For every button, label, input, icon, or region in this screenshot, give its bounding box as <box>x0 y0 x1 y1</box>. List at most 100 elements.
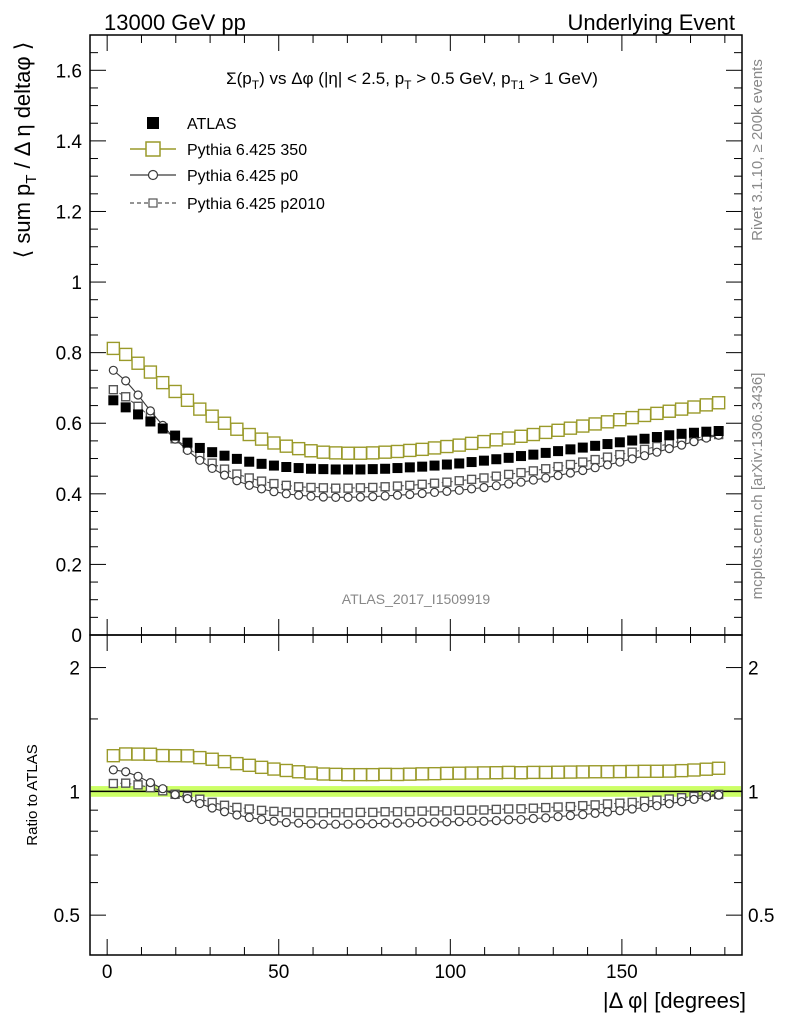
atlas-point <box>145 416 156 427</box>
atlas-point <box>614 437 625 448</box>
atlas-point <box>417 461 428 472</box>
p2010-series-point <box>355 483 366 493</box>
ratio-p2010-series-point <box>355 807 366 818</box>
atlas-point <box>664 430 675 441</box>
p2010-series-point <box>405 480 415 491</box>
ratio-p2010-series-point <box>368 807 378 818</box>
ratio-p0-series-point <box>454 817 464 827</box>
atlas-point <box>392 463 403 474</box>
atlas-point <box>231 453 242 464</box>
ratio-y-tick-label-right: 2 <box>748 659 759 680</box>
ratio-p0-series-point <box>331 819 341 829</box>
ratio-p350-series-point <box>514 766 528 780</box>
atlas-point <box>713 426 724 436</box>
p0-series-point <box>121 376 131 386</box>
ratio-p0-series-point <box>121 767 131 777</box>
p350-series-point <box>563 421 578 435</box>
p0-series-point <box>528 475 538 485</box>
ratio-axis-ticks <box>90 635 742 955</box>
ratio-p350-series-point <box>650 764 664 778</box>
y-tick-label: 0.4 <box>56 485 83 506</box>
atlas-point <box>404 462 415 473</box>
ratio-p350-series-point <box>353 767 368 782</box>
atlas-point <box>120 402 131 413</box>
atlas-point <box>219 450 230 461</box>
p0-series-point <box>417 488 427 499</box>
p2010-series-point <box>516 467 526 478</box>
p2010-series-point <box>565 459 576 470</box>
ratio-p2010-series-point <box>553 802 563 812</box>
p0-series-point <box>355 492 366 502</box>
atlas-point <box>516 451 527 462</box>
ratio-p350-series-point <box>180 749 195 763</box>
atlas-point <box>133 409 144 420</box>
p0-series-line <box>112 369 719 498</box>
ratio-p350-series-point <box>464 766 479 780</box>
ratio-p0-series-point <box>516 814 526 825</box>
p2010-series-point <box>479 473 489 483</box>
ratio-p350-series-point <box>687 763 701 777</box>
p2010-series-point <box>590 454 600 465</box>
p350-series-point <box>526 427 541 442</box>
ratio-p350-series-point <box>576 765 590 779</box>
header-right: Underlying Event <box>567 10 735 35</box>
p350-series-point <box>131 356 145 370</box>
ratio-p350-series-point <box>143 747 158 761</box>
ratio-p0-series-point <box>602 807 613 817</box>
main-y-axis-label: ⟨ sum pT / Δ η deltaφ ⟩ <box>10 42 40 259</box>
p2010-series-point <box>466 474 477 485</box>
p2010-series-point <box>343 483 353 493</box>
atlas-point <box>182 437 193 448</box>
ratio-p350-series-point <box>563 765 578 779</box>
ratio-y-tick-label-right: 0.5 <box>748 906 774 927</box>
ratio-p0-series-point <box>491 815 501 826</box>
p2010-series-point <box>417 479 427 489</box>
ratio-p0-series-point <box>392 818 403 828</box>
ratio-p0-series-point <box>182 794 193 804</box>
p0-series-point <box>318 492 328 502</box>
ratio-p0-series-point <box>380 818 390 828</box>
p0-series-point <box>541 473 551 483</box>
p350-series-point <box>205 409 219 423</box>
ratio-p350-series-point <box>427 766 442 781</box>
ratio-p0-series-point <box>195 798 205 809</box>
ratio-p350-series-point <box>662 764 676 778</box>
atlas-point <box>627 435 638 446</box>
atlas-point <box>343 464 354 475</box>
p350-series-point <box>403 443 417 458</box>
p350-series-point <box>168 384 182 399</box>
ratio-p2010-series-point <box>429 806 440 816</box>
main-y-tick-labels: 0 0.2 0.4 0.6 0.8 1 1.2 1.4 1.6 <box>56 61 83 647</box>
ratio-p0-series-point <box>281 817 291 828</box>
atlas-point <box>367 464 378 475</box>
x-tick-labels: 0 50 100 150 <box>102 962 638 983</box>
ratio-p2010-series-point <box>108 778 119 789</box>
ratio-y-tick-label-left: 1 <box>69 782 80 803</box>
ratio-p350-series-point <box>205 752 219 766</box>
ratio-p0-series-point <box>689 794 699 804</box>
p350-series-point <box>267 436 281 450</box>
ratio-p2010-series-point <box>491 804 501 815</box>
ratio-p350-series-point <box>329 767 343 782</box>
ratio-p350-series-point <box>390 767 405 782</box>
ratio-p2010-series-point <box>479 805 489 815</box>
p2010-series-point <box>331 483 341 493</box>
ratio-p350-series-point <box>711 761 726 775</box>
p0-series-point <box>207 463 217 474</box>
atlas-point <box>281 462 292 472</box>
ratio-p350-series-point <box>304 766 318 780</box>
mcplots-reference-text: mcplots.cern.ch [arXiv:1306.3436] <box>749 373 766 600</box>
ratio-p0-series-point <box>355 819 366 829</box>
p350-series-point <box>650 406 664 421</box>
atlas-point <box>268 460 279 471</box>
p0-series-point <box>195 455 205 465</box>
p0-series-point <box>380 491 390 501</box>
p350-series-point <box>588 417 602 431</box>
ratio-p350-series-point <box>600 765 615 779</box>
p350-series-point <box>366 446 380 460</box>
ratio-p0-series-point <box>219 807 230 817</box>
atlas-point <box>380 463 391 474</box>
ratio-p0-series-point <box>590 808 600 818</box>
atlas-point <box>478 455 489 466</box>
p350-series-point <box>304 444 318 458</box>
